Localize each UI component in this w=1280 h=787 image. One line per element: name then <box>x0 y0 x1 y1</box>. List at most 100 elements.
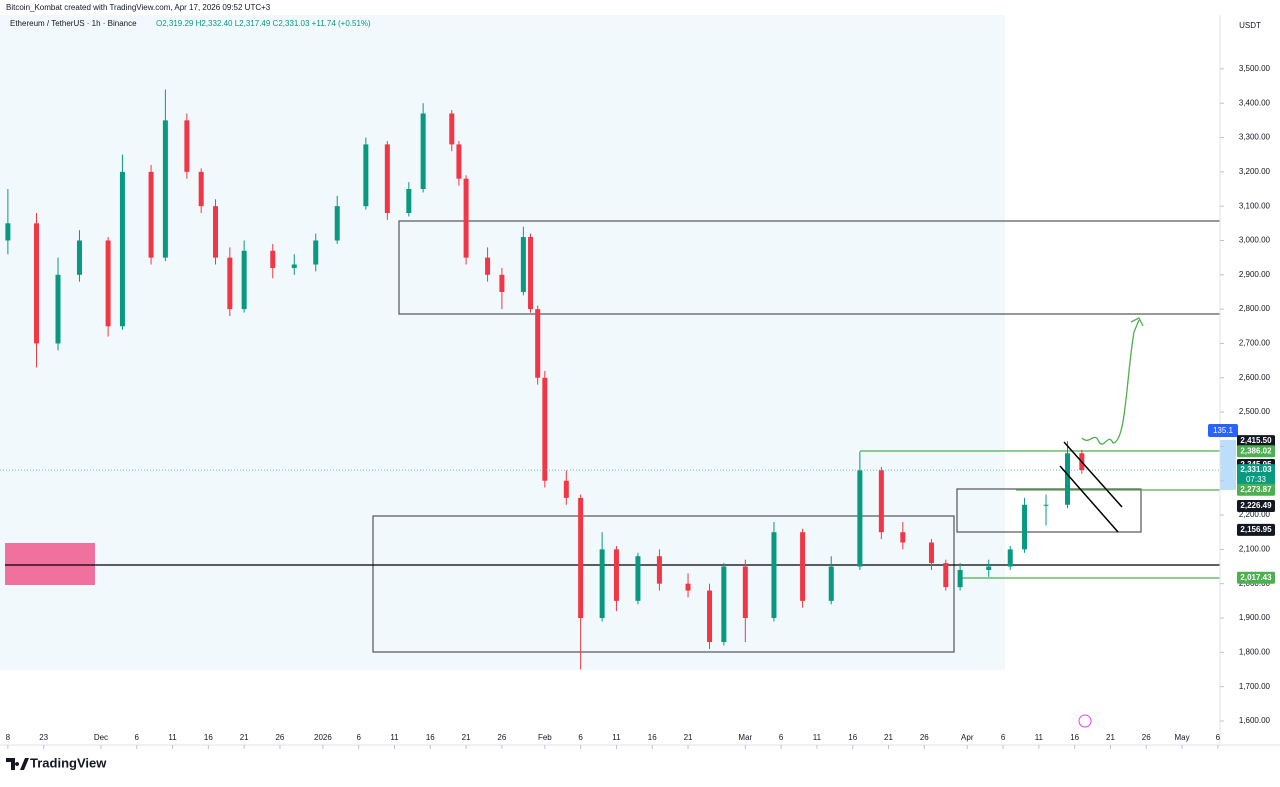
candle-body <box>771 532 777 619</box>
candle-body <box>599 549 605 619</box>
x-tick-label: 26 <box>275 733 284 742</box>
x-tick-label: 8 <box>6 733 11 742</box>
currency: USDT <box>1239 21 1261 30</box>
y-tick-label: 2,200.00 <box>1239 510 1271 519</box>
candle-body <box>420 113 426 190</box>
candle-body <box>291 264 297 268</box>
candle-body <box>241 250 247 310</box>
y-tick-label: 3,300.00 <box>1239 133 1271 142</box>
candle-body <box>198 171 204 207</box>
x-tick-label: 6 <box>1216 733 1221 742</box>
x-tick-label: 6 <box>135 733 140 742</box>
y-tick-label: 3,000.00 <box>1239 236 1271 245</box>
ohlc: O2,319.29 H2,332.40 L2,317.49 C2,331.03 … <box>156 19 371 28</box>
candle-body <box>542 377 548 481</box>
candle-body <box>578 497 584 619</box>
candle-body <box>162 120 168 258</box>
candle-body <box>986 566 992 570</box>
x-tick-label: 21 <box>1106 733 1115 742</box>
x-tick-label: Dec <box>94 733 108 742</box>
y-tick-label: 1,900.00 <box>1239 613 1271 622</box>
x-tick-label: 16 <box>848 733 857 742</box>
event-icon <box>1078 714 1092 728</box>
price-badge <box>1237 445 1275 458</box>
y-tick-label: 2,100.00 <box>1239 544 1271 553</box>
candle-body <box>227 257 233 310</box>
candle-body <box>5 223 11 241</box>
x-tick-label: 6 <box>1001 733 1006 742</box>
price-badge <box>1237 571 1275 584</box>
x-tick-label: 11 <box>168 733 177 742</box>
range-zone <box>372 515 955 653</box>
price-range-highlight <box>1220 440 1236 490</box>
x-tick-label: 23 <box>39 733 48 742</box>
candle-body <box>148 171 154 258</box>
candle-body <box>928 542 934 564</box>
candle-body <box>742 566 748 619</box>
x-tick-label: 21 <box>240 733 249 742</box>
candle-body <box>878 470 884 533</box>
y-tick-label: 2,600.00 <box>1239 373 1271 382</box>
candle-body <box>656 556 662 584</box>
x-tick-label: 2026 <box>314 733 332 742</box>
candle-body <box>957 569 963 588</box>
y-tick-label: 2,900.00 <box>1239 270 1271 279</box>
price-badge-label: 2,156.95 <box>1240 525 1272 534</box>
symbol: Ethereum / TetherUS · 1h · Binance <box>10 19 137 28</box>
brand-logo <box>6 758 29 770</box>
candle-body <box>105 240 111 327</box>
candle-body <box>213 206 219 258</box>
projection-arrow <box>1081 319 1140 445</box>
x-tick-label: Feb <box>538 733 552 742</box>
channel-line <box>1059 465 1119 533</box>
y-tick-label: 2,800.00 <box>1239 304 1271 313</box>
countdown: 07:33 <box>1246 475 1267 484</box>
price-badge-label: 2,415.50 <box>1240 436 1272 445</box>
y-tick-label: 3,100.00 <box>1239 201 1271 210</box>
candle-body <box>270 250 276 268</box>
x-tick-label: 11 <box>1035 733 1044 742</box>
candle-body <box>55 274 61 344</box>
y-tick-label: 3,500.00 <box>1239 64 1271 73</box>
candle-body <box>363 144 369 207</box>
candle-body <box>1043 504 1049 506</box>
measure-label: 135.1 <box>1213 426 1234 435</box>
candle-body <box>119 171 125 327</box>
candle-body <box>463 178 469 258</box>
price-badge <box>1237 499 1275 512</box>
candle-body <box>613 549 619 601</box>
x-tick-label: 16 <box>648 733 657 742</box>
price-badge <box>1237 435 1275 448</box>
x-tick-label: 21 <box>884 733 893 742</box>
x-tick-label: 16 <box>204 733 213 742</box>
y-tick-label: 3,400.00 <box>1239 98 1271 107</box>
candle-body <box>943 563 949 588</box>
candle-body <box>1007 549 1013 567</box>
x-tick-label: 16 <box>426 733 435 742</box>
channel-line <box>1063 441 1123 508</box>
y-tick-label: 2,700.00 <box>1239 339 1271 348</box>
x-tick-label: 6 <box>779 733 784 742</box>
candle-body <box>456 144 462 179</box>
price-badge-label: 2,017.43 <box>1240 573 1272 582</box>
x-tick-label: 26 <box>497 733 506 742</box>
y-tick-label: 1,600.00 <box>1239 716 1271 725</box>
price-badge-label: 2,226.49 <box>1240 501 1272 510</box>
price-badge <box>1237 464 1275 487</box>
x-tick-label: May <box>1174 733 1189 742</box>
x-tick-label: 11 <box>813 733 822 742</box>
candle-body <box>1022 504 1028 550</box>
candle-body <box>535 309 541 378</box>
y-tick-label: 2,500.00 <box>1239 407 1271 416</box>
x-tick-label: 16 <box>1070 733 1079 742</box>
x-tick-label: Apr <box>961 733 974 742</box>
y-tick-label: 1,800.00 <box>1239 647 1271 656</box>
price-axis <box>1220 15 1280 745</box>
candle-body <box>520 237 526 292</box>
breakout-zone <box>956 488 1142 533</box>
x-tick-label: 6 <box>578 733 583 742</box>
candle-body <box>685 583 691 591</box>
candle-body <box>707 590 713 643</box>
